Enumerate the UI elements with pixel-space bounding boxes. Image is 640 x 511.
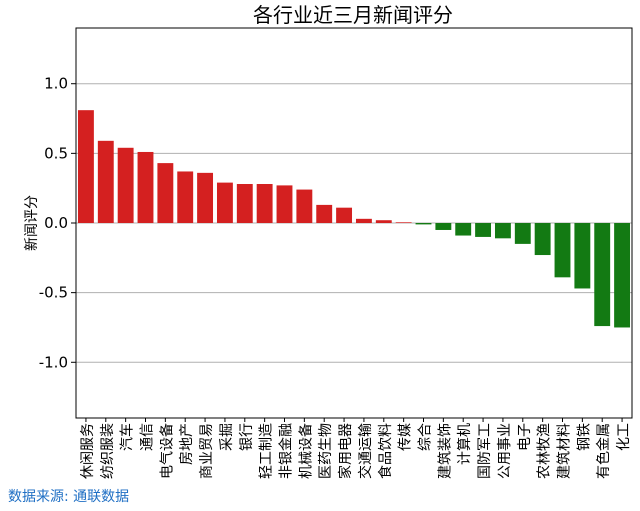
source-note: 数据来源: 通联数据: [8, 489, 130, 505]
chart-title: 各行业近三月新闻评分: [253, 3, 453, 27]
x-tick-label: 医药生物: [318, 423, 334, 479]
x-tick-label: 国防军工: [477, 423, 493, 479]
bar-建筑装饰: [435, 223, 452, 230]
x-tick-label: 公用事业: [497, 423, 513, 479]
bar-综合: [415, 223, 432, 225]
bar-化工: [614, 223, 631, 328]
bar-轻工制造: [256, 184, 273, 223]
bar-有色金属: [594, 223, 611, 327]
x-tick-label: 钢铁: [576, 423, 592, 451]
x-tick-label: 银行: [239, 423, 255, 451]
bar-公用事业: [494, 223, 511, 239]
bar-非银金融: [276, 185, 293, 223]
bars: [77, 110, 631, 328]
bar-汽车: [117, 147, 134, 223]
x-tick-label: 有色金属: [595, 423, 612, 479]
bar-传媒: [395, 222, 412, 223]
bar-银行: [236, 184, 253, 223]
x-tick-label: 建筑装饰: [437, 423, 453, 479]
x-tick-label: 电子: [517, 423, 533, 451]
bar-食品饮料: [375, 220, 392, 223]
bar-机械设备: [296, 189, 313, 223]
bar-通信: [137, 151, 154, 223]
x-axis-ticks: 休闲服务 纺织服装 汽车 通信 电气设备 房地产 商业贸易 采掘 银行 轻工制造 非银金融 机械设备医…: [80, 418, 632, 479]
x-tick-label: 农林牧渔: [537, 423, 553, 479]
x-tick-label: 综合: [418, 423, 434, 451]
x-tick-label: 商业贸易: [199, 423, 215, 479]
bar-房地产: [177, 171, 194, 223]
x-tick-label: 休闲服务: [80, 423, 96, 479]
bar-国防军工: [475, 223, 492, 237]
x-tick-label: 电气设备: [158, 423, 175, 479]
x-tick-label: 轻工制造: [259, 423, 275, 479]
x-tick-label: 建筑材料: [557, 423, 573, 479]
x-tick-label: 传媒: [398, 423, 414, 451]
y-axis-ticks: 1.0 0.5 0.0 -0.5 -1.0: [39, 75, 76, 371]
bar-纺织服装: [97, 140, 114, 223]
bar-电子: [514, 223, 531, 244]
bar-电气设备: [157, 163, 174, 223]
y-tick-label: 0.5: [44, 144, 68, 162]
bar-休闲服务: [77, 110, 94, 223]
bar-交通运输: [355, 218, 372, 223]
bar-钢铁: [574, 223, 591, 289]
x-tick-label: 计算机: [457, 423, 473, 465]
bar-采掘: [216, 182, 233, 223]
bar-医药生物: [316, 204, 333, 223]
bar-商业贸易: [197, 172, 214, 223]
x-tick-label: 采掘: [219, 423, 235, 451]
x-tick-label: 化工: [616, 423, 632, 451]
x-tick-label: 交通运输: [357, 423, 374, 479]
y-axis-label: 新闻评分: [24, 195, 40, 251]
x-tick-label: 家用电器: [337, 423, 354, 479]
y-tick-label: -1.0: [39, 353, 68, 371]
bar-农林牧渔: [534, 223, 551, 256]
x-tick-label: 纺织服装: [100, 423, 116, 479]
bar-家用电器: [336, 207, 353, 223]
x-tick-label: 食品饮料: [377, 423, 394, 479]
x-tick-label: 房地产: [179, 423, 195, 465]
x-tick-label: 通信: [140, 423, 156, 451]
y-tick-label: -0.5: [39, 284, 68, 302]
y-tick-label: 1.0: [44, 75, 68, 93]
x-tick-label: 机械设备: [297, 423, 314, 479]
bar-建筑材料: [554, 223, 571, 278]
x-tick-label: 非银金融: [279, 423, 295, 479]
bar-计算机: [455, 223, 472, 236]
y-tick-label: 0.0: [44, 214, 68, 232]
x-tick-label: 汽车: [119, 423, 136, 451]
